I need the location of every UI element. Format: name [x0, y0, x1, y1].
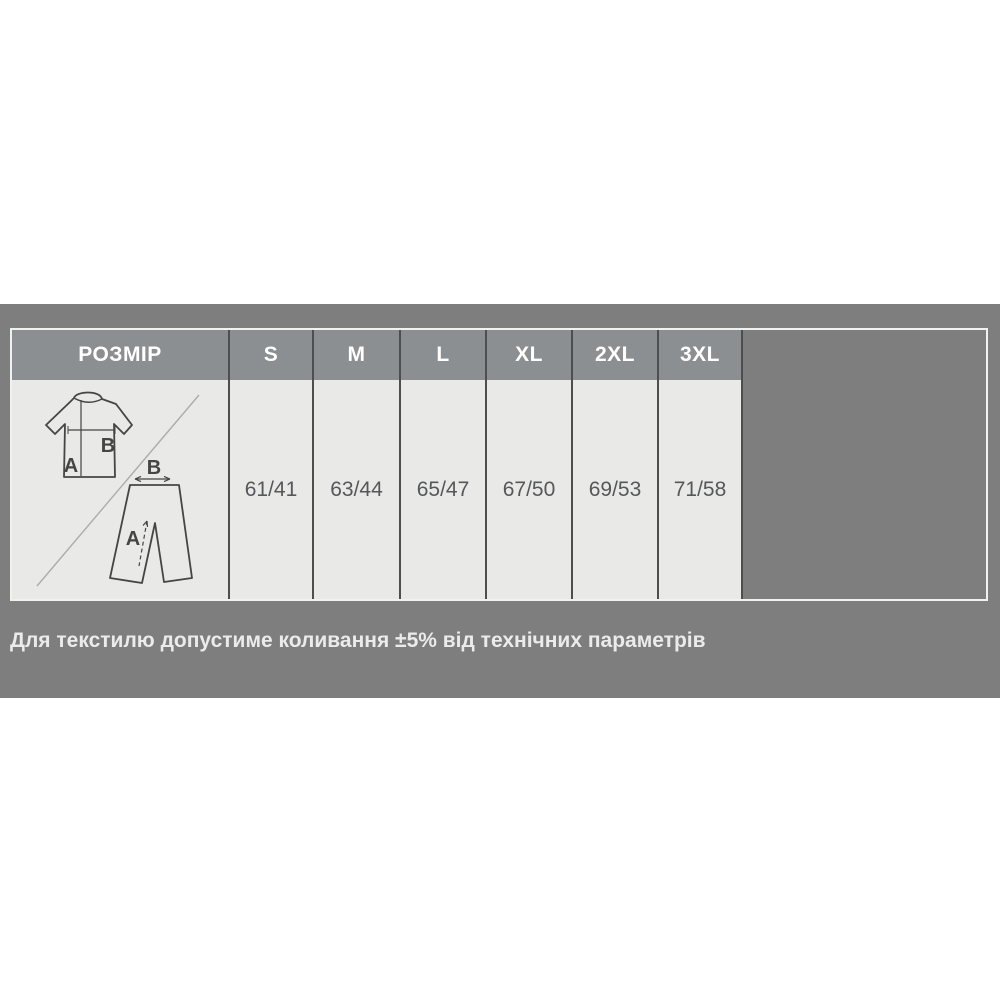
size-value-cell: 69/53 [573, 380, 657, 599]
size-header-cell: 3XL [659, 330, 741, 380]
pants-width-label: B [147, 457, 161, 479]
column-size-3xl: 3XL 71/58 [659, 330, 743, 599]
size-value-cell: 67/50 [487, 380, 571, 599]
size-header-cell: S [230, 330, 312, 380]
size-value-cell: 65/47 [401, 380, 485, 599]
size-header-cell: 2XL [573, 330, 657, 380]
column-size-s: S 61/41 [230, 330, 314, 599]
tolerance-note: Для текстилю допустиме коливання ±5% від… [10, 629, 706, 652]
column-size-m: M 63/44 [314, 330, 401, 599]
garment-diagram: A B B A [36, 391, 200, 587]
size-header-cell: L [401, 330, 485, 380]
pants-length-label: A [126, 528, 140, 550]
table-empty-region [743, 330, 986, 599]
tshirt-outline [45, 391, 133, 478]
column-size-2xl: 2XL 69/53 [573, 330, 659, 599]
shirt-width-label: B [101, 435, 115, 457]
size-chart-table: РОЗМІР A B [10, 328, 988, 601]
column-size-xl: XL 67/50 [487, 330, 573, 599]
gray-info-band: РОЗМІР A B [0, 304, 1000, 698]
size-value-cell: 63/44 [314, 380, 399, 599]
pants-outline [109, 475, 193, 584]
row-label-header: РОЗМІР [12, 330, 228, 380]
column-size-l: L 65/47 [401, 330, 487, 599]
size-value-cell: 61/41 [230, 380, 312, 599]
column-size-label: РОЗМІР A B [12, 330, 230, 599]
shirt-length-label: A [64, 455, 78, 477]
size-header-cell: M [314, 330, 399, 380]
diagonal-line [36, 394, 200, 587]
garment-diagram-cell: A B B A [12, 380, 228, 599]
size-header-cell: XL [487, 330, 571, 380]
size-value-cell: 71/58 [659, 380, 741, 599]
